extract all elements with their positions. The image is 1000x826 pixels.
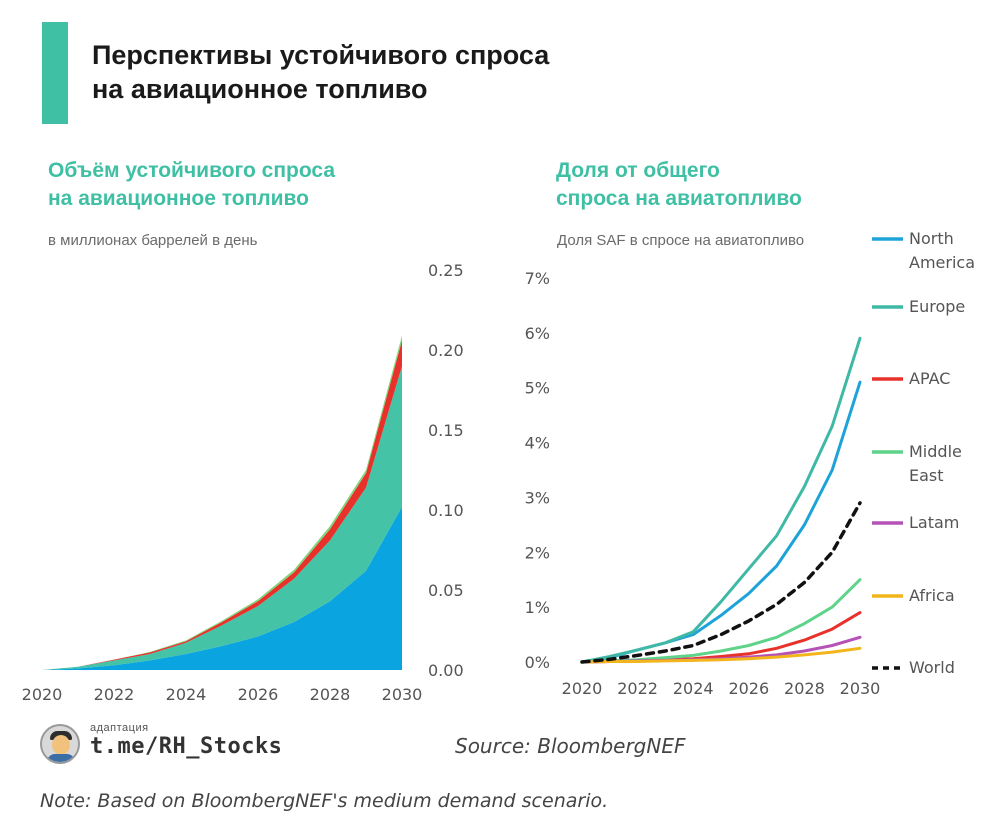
line-y-tick-label: 2% <box>525 543 550 562</box>
area-series-north-america <box>42 506 402 670</box>
legend-label-middle-east: Middle <box>909 442 962 461</box>
line-chart: 0% 1% 2% 3% 4% 5% 6% 7% 2020 2022 2024 2026 2028 2030… <box>525 229 975 698</box>
line-y-tick-label: 4% <box>525 434 550 453</box>
left-chart-caption: в миллионах баррелей в день <box>48 232 258 249</box>
left-chart-title-line1: Объём устойчивого спроса <box>48 159 336 182</box>
title-accent-bar <box>42 22 68 124</box>
area-x-tick-label: 2028 <box>310 685 351 704</box>
area-y-tick-label: 0.00 <box>428 661 464 680</box>
source-text: Source: BloombergNEF <box>455 734 686 758</box>
area-x-tick-label: 2020 <box>22 685 63 704</box>
line-series-africa <box>580 646 862 664</box>
line-x-tick-label: 2020 <box>562 679 603 698</box>
area-y-tick-label: 0.05 <box>428 581 464 600</box>
line-y-tick-label: 7% <box>525 269 550 288</box>
line-y-tick-label: 0% <box>525 653 550 672</box>
legend-label-africa: Africa <box>909 586 955 605</box>
area-y-tick-label: 0.10 <box>428 501 464 520</box>
area-x-tick-label: 2022 <box>94 685 135 704</box>
line-x-tick-label: 2030 <box>840 679 881 698</box>
area-x-tick-label: 2024 <box>166 685 207 704</box>
legend-label-latam: Latam <box>909 513 959 532</box>
left-chart-title: Объём устойчивого спроса на авиационное … <box>48 157 448 213</box>
page-title-line1: Перспективы устойчивого спроса <box>92 40 550 70</box>
right-chart-title-line1: Доля от общего <box>556 159 720 182</box>
line-y-tick-label: 5% <box>525 379 550 398</box>
area-x-tick-label: 2026 <box>238 685 279 704</box>
footer-brand: адаптация t.me/RH_Stocks <box>40 720 360 768</box>
avatar <box>40 724 80 764</box>
area-y-tick-label: 0.25 <box>428 261 464 280</box>
area-series-europe <box>42 366 402 670</box>
area-chart: 0.00 0.05 0.10 0.15 0.20 0.25 2020 2022 2024 2026… <box>22 261 464 704</box>
page-title: Перспективы устойчивого спроса на авиаци… <box>92 38 692 106</box>
line-y-tick-label: 3% <box>525 488 550 507</box>
line-y-tick-label: 1% <box>525 598 550 617</box>
area-y-tick-label: 0.20 <box>428 341 464 360</box>
legend-label-middle-east-line2: East <box>909 466 944 485</box>
legend-label-north-america: North <box>909 229 954 248</box>
line-series-europe <box>580 336 862 664</box>
line-x-tick-label: 2024 <box>673 679 714 698</box>
legend-label-north-america-line2: America <box>909 253 975 272</box>
channel-handle: t.me/RH_Stocks <box>90 734 283 759</box>
legend-label-world: World <box>909 658 955 677</box>
line-x-tick-label: 2028 <box>784 679 825 698</box>
adaptation-label: адаптация <box>90 722 149 734</box>
right-chart-title: Доля от общего спроса на авиатопливо <box>556 157 886 213</box>
left-chart-title-line2: на авиационное топливо <box>48 187 309 210</box>
line-series-north-america <box>580 380 862 664</box>
line-x-tick-label: 2022 <box>617 679 658 698</box>
legend-label-europe: Europe <box>909 297 965 316</box>
right-chart-title-line2: спроса на авиатопливо <box>556 187 802 210</box>
note-text: Note: Based on BloombergNEF's medium dem… <box>40 790 609 812</box>
line-x-tick-label: 2026 <box>728 679 769 698</box>
line-series-world <box>580 501 862 664</box>
legend-label-apac: APAC <box>909 369 950 388</box>
page-title-line2: на авиационное топливо <box>92 74 428 104</box>
right-chart-caption: Доля SAF в спросе на авиатопливо <box>557 232 805 249</box>
line-y-tick-label: 6% <box>525 324 550 343</box>
area-y-tick-label: 0.15 <box>428 421 464 440</box>
area-x-tick-label: 2030 <box>382 685 423 704</box>
